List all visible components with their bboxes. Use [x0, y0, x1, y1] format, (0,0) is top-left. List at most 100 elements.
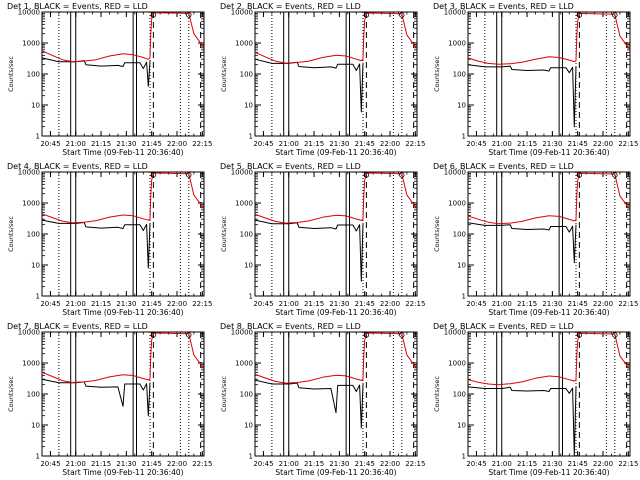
x-tick-label: 22:00	[380, 140, 400, 148]
x-tick-label: 21:00	[492, 300, 512, 308]
events-series-line	[254, 219, 364, 282]
x-axis-label: Start Time (09-Feb-11 20:36:40)	[275, 468, 396, 477]
chart-title: Det 7, BLACK = Events, RED = LLD	[7, 322, 148, 331]
x-tick-label: 22:15	[405, 460, 425, 468]
peak-marker-circle	[576, 12, 583, 18]
x-tick-label: 20:45	[253, 300, 273, 308]
events-series-line	[41, 378, 151, 417]
x-tick-label: 21:30	[329, 140, 349, 148]
x-tick-label: 20:45	[40, 460, 60, 468]
y-tick-label: 1000	[235, 200, 253, 208]
lld-series-line	[467, 12, 631, 65]
x-tick-label: 22:00	[167, 300, 187, 308]
x-axis-label: Start Time (09-Feb-11 20:36:40)	[488, 148, 609, 157]
plot-frame	[467, 171, 631, 297]
y-tick-label: 10	[244, 422, 253, 430]
x-axis-label: Start Time (09-Feb-11 20:36:40)	[275, 308, 396, 317]
y-tick-label: 1	[462, 453, 466, 461]
y-axis-label: Counts/sec	[7, 56, 15, 92]
peak-marker-circle	[399, 332, 405, 338]
x-tick-label: 21:15	[304, 300, 324, 308]
x-tick-label: 21:30	[116, 300, 136, 308]
x-tick-label: 21:30	[116, 460, 136, 468]
chart-title: Det 4, BLACK = Events, RED = LLD	[7, 162, 148, 171]
lld-series-line	[41, 172, 205, 224]
plot-frame	[254, 331, 418, 457]
y-tick-label: 1000	[448, 40, 466, 48]
y-axis-label: Counts/sec	[7, 376, 15, 412]
y-tick-label: 1000	[22, 200, 40, 208]
x-tick-label: 21:45	[568, 300, 588, 308]
y-tick-label: 10000	[444, 9, 466, 17]
y-axis-label: Counts/sec	[433, 216, 441, 252]
x-tick-label: 22:15	[192, 300, 212, 308]
y-axis-label: Counts/sec	[433, 56, 441, 92]
lld-series-line	[467, 332, 631, 386]
x-tick-label: 21:30	[329, 460, 349, 468]
peak-marker-circle	[399, 12, 405, 18]
y-tick-label: 1000	[22, 40, 40, 48]
y-tick-label: 10000	[231, 329, 253, 337]
x-tick-label: 21:45	[355, 300, 375, 308]
x-tick-label: 21:45	[568, 140, 588, 148]
y-tick-label: 1	[36, 453, 40, 461]
x-tick-label: 21:00	[66, 300, 86, 308]
plot-frame	[41, 171, 205, 297]
y-tick-label: 100	[240, 391, 253, 399]
y-tick-label: 100	[27, 71, 40, 79]
x-tick-label: 22:00	[167, 140, 187, 148]
plot-frame	[467, 11, 631, 137]
y-tick-label: 1000	[235, 360, 253, 368]
y-tick-label: 10000	[18, 9, 40, 17]
y-tick-label: 100	[453, 231, 466, 239]
chart-panel: Det 4, BLACK = Events, RED = LLD 1 10 100 10…	[7, 162, 212, 317]
y-tick-label: 1000	[235, 40, 253, 48]
x-tick-label: 21:15	[304, 460, 324, 468]
peak-marker-circle	[363, 332, 370, 338]
y-axis-label: Counts/sec	[7, 216, 15, 252]
chart-panel: Det 5, BLACK = Events, RED = LLD 1 10 100 10…	[220, 162, 425, 317]
lld-series-line	[254, 172, 418, 224]
peak-marker-circle	[399, 172, 405, 178]
x-tick-label: 21:15	[91, 460, 111, 468]
peak-marker-circle	[186, 332, 192, 338]
y-tick-label: 1000	[448, 360, 466, 368]
peak-marker-circle	[363, 12, 370, 18]
x-tick-label: 22:00	[593, 140, 613, 148]
peak-marker-circle	[576, 332, 583, 338]
x-tick-label: 22:15	[618, 460, 638, 468]
x-tick-label: 22:00	[380, 460, 400, 468]
x-tick-label: 20:45	[40, 140, 60, 148]
x-tick-label: 21:15	[517, 300, 537, 308]
events-series-line	[467, 222, 577, 263]
x-tick-label: 21:00	[279, 300, 299, 308]
x-tick-label: 21:45	[355, 140, 375, 148]
y-tick-label: 10	[31, 422, 40, 430]
peak-marker-circle	[576, 172, 583, 178]
y-axis-label: Counts/sec	[220, 376, 228, 412]
x-tick-label: 21:00	[492, 460, 512, 468]
chart-panel: Det 8, BLACK = Events, RED = LLD 1 10 100 10…	[220, 322, 425, 477]
plot-frame	[467, 331, 631, 457]
x-tick-label: 21:30	[542, 300, 562, 308]
chart-title: Det 3, BLACK = Events, RED = LLD	[433, 2, 574, 11]
chart-title: Det 2, BLACK = Events, RED = LLD	[220, 2, 361, 11]
chart-panel: Det 3, BLACK = Events, RED = LLD 1 10 100 10…	[433, 2, 638, 157]
y-tick-label: 10	[31, 262, 40, 270]
chart-panel: Det 7, BLACK = Events, RED = LLD 1 10 100 10…	[7, 322, 212, 477]
x-tick-label: 21:45	[568, 460, 588, 468]
y-tick-label: 100	[453, 391, 466, 399]
y-axis-label: Counts/sec	[220, 56, 228, 92]
lld-series-line	[254, 12, 418, 64]
events-series-line	[467, 386, 577, 457]
x-tick-label: 20:45	[466, 300, 486, 308]
lld-series-line	[254, 332, 418, 384]
x-tick-label: 21:45	[355, 460, 375, 468]
x-tick-label: 20:45	[466, 140, 486, 148]
plot-frame	[41, 331, 205, 457]
y-tick-label: 10	[244, 102, 253, 110]
y-tick-label: 10000	[231, 169, 253, 177]
x-tick-label: 21:00	[66, 140, 86, 148]
x-tick-label: 21:15	[304, 140, 324, 148]
lld-series-line	[467, 172, 631, 225]
